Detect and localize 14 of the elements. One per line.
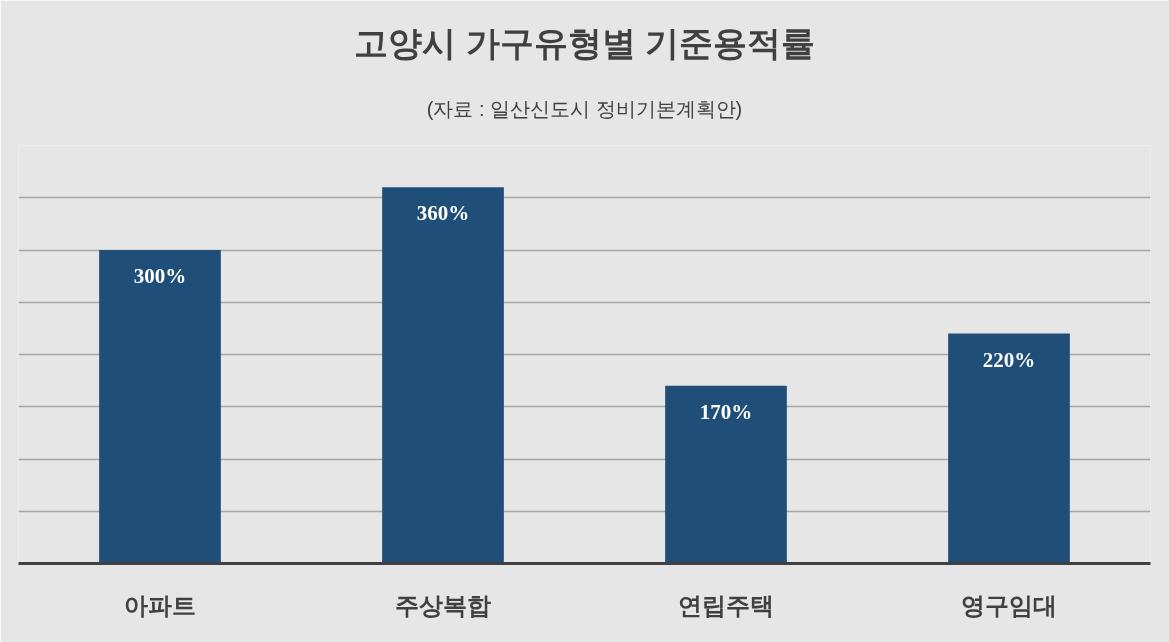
x-tick-label: 영구임대 <box>961 591 1057 619</box>
bar <box>382 187 504 564</box>
data-label: 170% <box>699 399 753 424</box>
bar <box>665 385 787 564</box>
x-tick-label: 주상복합 <box>395 591 491 619</box>
data-label: 220% <box>982 347 1036 372</box>
x-tick-label: 아파트 <box>124 591 196 619</box>
x-tick-label: 연립주택 <box>678 591 774 619</box>
bar <box>948 333 1070 564</box>
chart-subtitle: (자료 : 일산신도시 정비기본계획안) <box>426 98 743 120</box>
data-label: 300% <box>133 264 187 288</box>
bar <box>99 250 221 564</box>
data-label: 360% <box>416 201 470 226</box>
chart-title: 고양시 가구유형별 기준용적률 <box>354 23 815 62</box>
